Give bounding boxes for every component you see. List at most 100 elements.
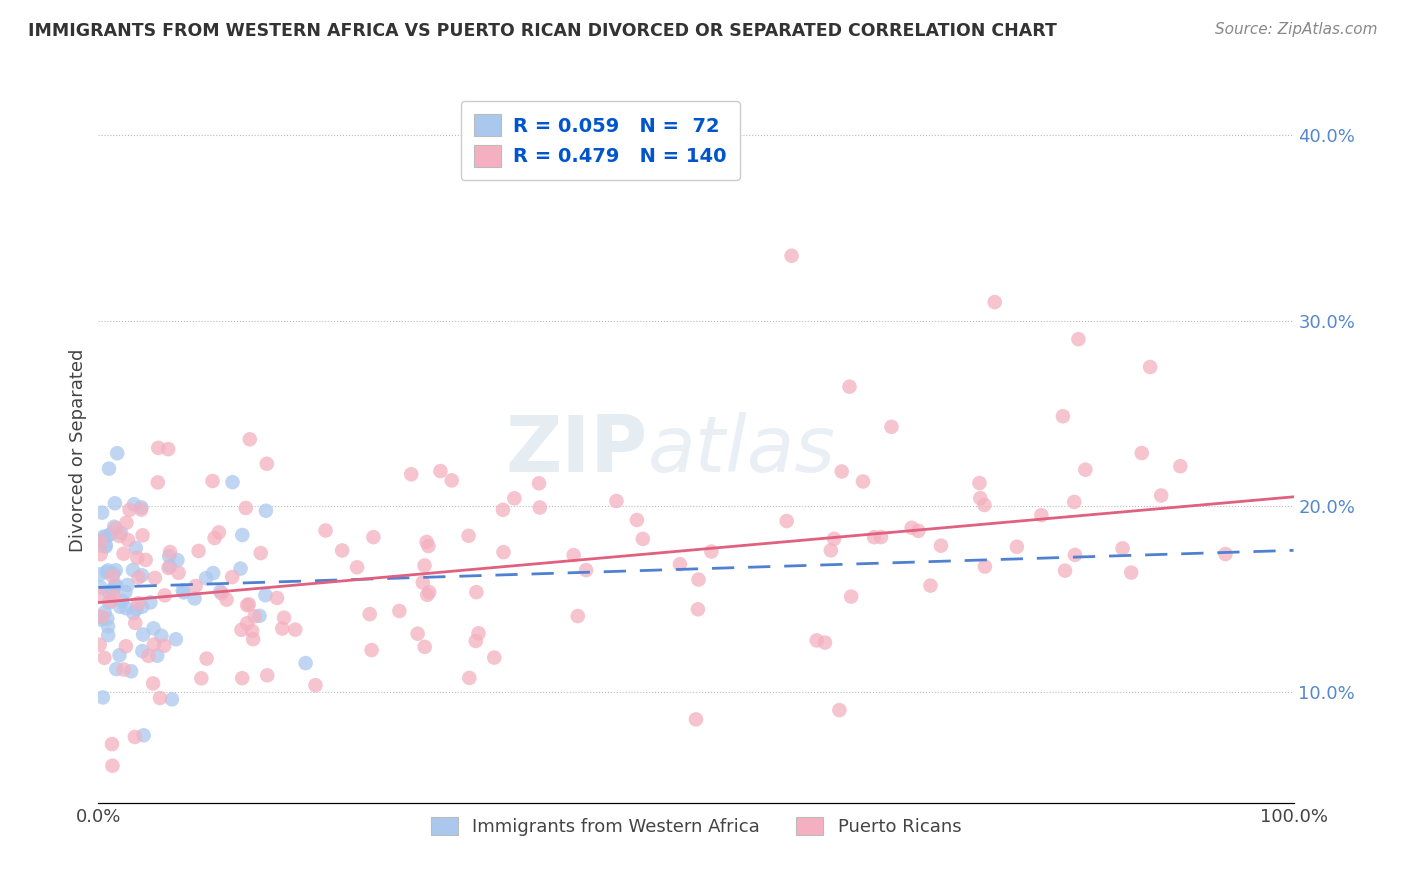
Point bbox=[284, 623, 307, 637]
Point bbox=[112, 663, 135, 677]
Point bbox=[831, 465, 853, 479]
Text: IMMIGRANTS FROM WESTERN AFRICA VS PUERTO RICAN DIVORCED OR SEPARATED CORRELATION: IMMIGRANTS FROM WESTERN AFRICA VS PUERTO… bbox=[28, 22, 1057, 40]
Point bbox=[96, 565, 118, 579]
Point bbox=[900, 521, 922, 535]
Point bbox=[90, 533, 112, 547]
Point bbox=[131, 644, 153, 658]
Point bbox=[127, 550, 149, 565]
Y-axis label: Divorced or Separated: Divorced or Separated bbox=[69, 349, 87, 552]
Point bbox=[159, 559, 181, 574]
Point bbox=[104, 521, 127, 535]
Point bbox=[880, 420, 903, 434]
Point bbox=[814, 635, 837, 649]
Point bbox=[97, 563, 120, 577]
Point bbox=[93, 651, 115, 665]
Point bbox=[131, 599, 153, 614]
Point bbox=[242, 632, 264, 647]
Point bbox=[1031, 508, 1053, 523]
Point bbox=[143, 571, 166, 585]
Point bbox=[1053, 564, 1076, 578]
Point bbox=[111, 594, 134, 608]
Point bbox=[115, 601, 138, 615]
Point bbox=[97, 628, 120, 642]
Point bbox=[1150, 488, 1173, 502]
Point bbox=[243, 609, 266, 624]
Point bbox=[204, 531, 226, 545]
Point bbox=[153, 588, 176, 602]
Point bbox=[294, 656, 316, 670]
Point bbox=[266, 591, 288, 605]
Point bbox=[153, 639, 176, 653]
Point bbox=[104, 578, 127, 592]
Point bbox=[146, 475, 169, 490]
Point bbox=[149, 691, 172, 706]
Point bbox=[388, 604, 411, 618]
Point bbox=[346, 560, 368, 574]
Point bbox=[115, 639, 138, 653]
Point bbox=[1052, 409, 1074, 424]
Point bbox=[973, 498, 995, 512]
Point bbox=[138, 648, 160, 663]
Point bbox=[457, 529, 479, 543]
Point bbox=[97, 619, 120, 633]
Point bbox=[91, 530, 114, 544]
Point bbox=[416, 588, 439, 602]
Point bbox=[122, 497, 145, 511]
Point bbox=[96, 611, 118, 625]
Point bbox=[1170, 459, 1192, 474]
Point bbox=[165, 632, 187, 647]
Point bbox=[492, 503, 515, 517]
Point bbox=[103, 520, 125, 534]
Point bbox=[700, 544, 723, 558]
Point bbox=[236, 616, 259, 631]
Point bbox=[90, 580, 112, 594]
Point bbox=[231, 671, 253, 685]
Point bbox=[256, 668, 278, 682]
Point bbox=[112, 547, 135, 561]
Point bbox=[820, 543, 842, 558]
Point bbox=[101, 583, 124, 598]
Point bbox=[96, 529, 118, 543]
Point bbox=[94, 540, 117, 554]
Point bbox=[686, 602, 709, 616]
Point bbox=[249, 608, 271, 623]
Point bbox=[605, 494, 627, 508]
Point bbox=[412, 575, 434, 590]
Point bbox=[492, 545, 515, 559]
Point bbox=[172, 583, 194, 598]
Point bbox=[273, 610, 295, 624]
Point bbox=[1130, 446, 1153, 460]
Point bbox=[240, 624, 263, 638]
Point bbox=[231, 528, 253, 542]
Point bbox=[167, 566, 190, 580]
Point bbox=[110, 525, 132, 540]
Point bbox=[249, 546, 271, 560]
Point bbox=[159, 545, 181, 559]
Point bbox=[969, 491, 991, 505]
Point bbox=[688, 573, 710, 587]
Point bbox=[124, 730, 146, 744]
Point bbox=[201, 474, 224, 488]
Text: Source: ZipAtlas.com: Source: ZipAtlas.com bbox=[1215, 22, 1378, 37]
Point bbox=[852, 475, 875, 489]
Point bbox=[685, 712, 707, 726]
Point bbox=[1121, 566, 1143, 580]
Point bbox=[1215, 547, 1237, 561]
Point bbox=[304, 678, 326, 692]
Point bbox=[330, 543, 353, 558]
Point bbox=[399, 467, 422, 482]
Point bbox=[114, 585, 136, 599]
Point bbox=[973, 559, 995, 574]
Point bbox=[254, 588, 277, 602]
Point bbox=[146, 648, 169, 663]
Point bbox=[418, 585, 440, 599]
Point bbox=[105, 446, 128, 460]
Text: atlas: atlas bbox=[648, 412, 837, 489]
Point bbox=[101, 737, 124, 751]
Point bbox=[221, 570, 243, 584]
Point bbox=[839, 590, 862, 604]
Point bbox=[131, 528, 153, 542]
Point bbox=[464, 634, 486, 648]
Point bbox=[129, 502, 152, 516]
Point bbox=[1074, 463, 1097, 477]
